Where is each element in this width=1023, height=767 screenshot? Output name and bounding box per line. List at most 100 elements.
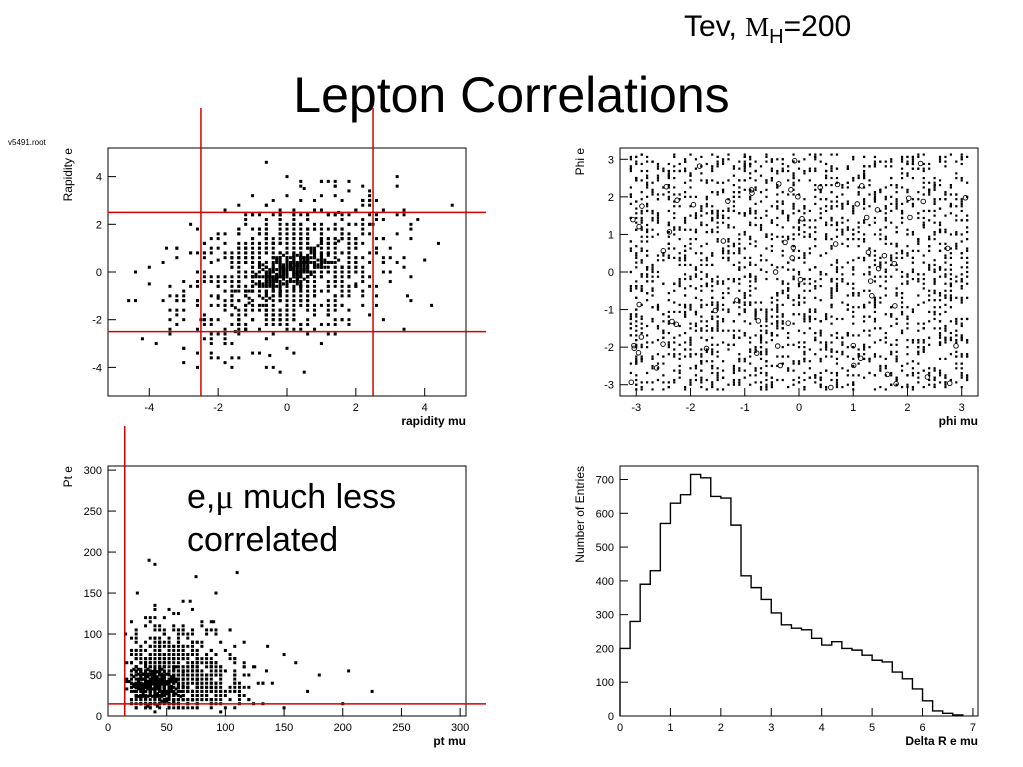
data-point — [765, 259, 768, 262]
data-point — [333, 265, 337, 269]
data-point — [635, 357, 638, 360]
data-point — [911, 261, 915, 264]
data-point — [209, 706, 213, 710]
data-point — [673, 282, 676, 285]
data-point — [711, 303, 714, 306]
data-point — [319, 222, 323, 226]
data-point — [765, 179, 768, 182]
data-point — [884, 165, 887, 168]
data-point — [732, 200, 736, 203]
data-point — [158, 657, 162, 661]
data-point — [895, 256, 898, 260]
data-point — [271, 260, 275, 264]
data-point — [244, 270, 248, 274]
data-point — [264, 251, 268, 255]
data-point — [247, 301, 251, 305]
data-point — [862, 176, 866, 180]
data-point — [134, 685, 138, 689]
data-point — [244, 322, 248, 326]
data-point — [191, 669, 195, 673]
data-point — [727, 259, 730, 262]
data-point — [743, 334, 746, 337]
data-point — [395, 184, 399, 188]
data-point — [846, 308, 849, 311]
data-point — [678, 277, 681, 281]
data-point — [181, 673, 185, 677]
data-point — [299, 322, 303, 326]
data-point — [738, 212, 741, 215]
data-point — [727, 343, 730, 346]
x-tick-label: 100 — [216, 722, 234, 734]
data-point — [132, 682, 136, 686]
data-point — [711, 277, 714, 281]
data-point — [186, 653, 190, 657]
data-point — [711, 205, 714, 208]
data-point — [906, 322, 909, 325]
data-point — [264, 222, 268, 226]
data-point — [830, 292, 833, 295]
data-point — [890, 324, 893, 328]
data-point — [895, 184, 898, 187]
data-point — [673, 341, 676, 344]
data-point — [354, 270, 358, 274]
data-point — [271, 256, 275, 260]
data-point — [375, 237, 378, 241]
data-point — [732, 371, 736, 375]
data-point — [835, 268, 839, 271]
data-point — [214, 628, 218, 632]
data-point — [278, 251, 282, 255]
data-point — [814, 245, 817, 248]
data-point — [966, 219, 969, 222]
data-point — [933, 376, 936, 379]
data-point — [711, 353, 714, 356]
data-point — [200, 620, 204, 624]
data-point — [306, 265, 310, 269]
data-point — [808, 310, 811, 314]
data-point — [895, 191, 898, 194]
data-point — [770, 167, 773, 170]
data-point — [754, 263, 757, 267]
data-point — [787, 193, 790, 196]
data-point — [938, 249, 942, 252]
data-point — [759, 301, 763, 304]
data-point — [700, 353, 703, 356]
data-point — [895, 198, 898, 201]
data-point — [928, 188, 931, 191]
data-point — [202, 275, 206, 279]
data-point — [754, 374, 757, 377]
data-point — [176, 677, 180, 681]
data-point — [640, 317, 643, 321]
data-point — [933, 367, 936, 370]
data-point — [172, 706, 176, 710]
data-point — [841, 233, 844, 236]
data-point — [792, 245, 795, 248]
data-point — [689, 174, 692, 177]
data-point — [146, 684, 150, 688]
data-point — [884, 280, 887, 283]
data-point — [938, 179, 942, 182]
data-point — [944, 336, 947, 339]
data-point — [129, 698, 133, 702]
data-point — [667, 299, 670, 302]
data-point — [879, 385, 882, 389]
data-point — [884, 238, 887, 241]
data-point — [873, 388, 877, 391]
data-point — [216, 284, 220, 288]
data-point — [242, 665, 246, 669]
data-point — [928, 294, 931, 297]
data-point — [162, 684, 166, 688]
data-point — [835, 266, 839, 269]
x-tick-label: 1 — [667, 722, 673, 734]
data-point — [917, 362, 920, 365]
data-point — [765, 315, 768, 318]
data-point — [814, 226, 817, 229]
data-point — [955, 160, 958, 163]
data-point — [139, 667, 143, 671]
data-point — [285, 308, 289, 312]
data-point — [313, 260, 317, 264]
data-point — [683, 306, 687, 309]
data-point — [868, 273, 871, 276]
data-point — [205, 698, 209, 702]
data-point — [162, 665, 166, 669]
data-point — [900, 176, 904, 180]
